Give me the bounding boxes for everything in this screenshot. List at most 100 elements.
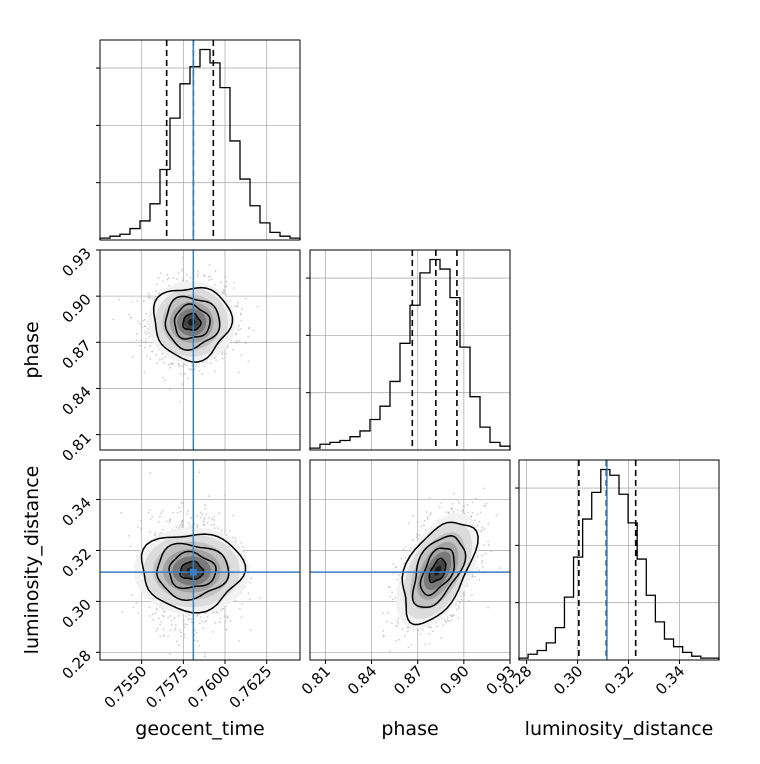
scatter-point — [212, 612, 214, 614]
scatter-point — [155, 354, 158, 356]
scatter-point — [160, 621, 163, 623]
scatter-point — [446, 619, 449, 622]
scatter-point — [215, 359, 218, 361]
scatter-point — [188, 614, 190, 617]
scatter-point — [204, 653, 206, 656]
scatter-point — [466, 503, 469, 506]
scatter-point — [148, 294, 151, 296]
scatter-point — [412, 514, 415, 517]
panel-geocent_time-hist — [96, 39, 301, 241]
scatter-point — [476, 524, 479, 526]
scatter-point — [487, 606, 489, 609]
scatter-point — [199, 622, 201, 625]
scatter-point — [154, 612, 157, 615]
scatter-point — [430, 626, 432, 629]
scatter-point — [204, 621, 206, 624]
scatter-point — [220, 281, 222, 284]
scatter-point — [423, 519, 426, 522]
scatter-point — [195, 631, 198, 634]
scatter-point — [169, 615, 172, 617]
scatter-point — [481, 554, 483, 557]
scatter-point — [471, 501, 474, 504]
scatter-point — [197, 273, 200, 275]
scatter-point — [144, 340, 147, 343]
scatter-point — [181, 365, 184, 367]
panel-content — [310, 460, 510, 660]
scatter-point — [213, 527, 216, 530]
scatter-point — [131, 355, 134, 358]
scatter-point — [232, 514, 235, 517]
panel-geocent_time-vs-phase — [99, 249, 301, 451]
scatter-point — [186, 377, 189, 380]
scatter-point — [196, 275, 199, 278]
scatter-point — [172, 277, 175, 279]
scatter-point — [167, 635, 170, 637]
scatter-point — [156, 362, 158, 364]
scatter-point — [222, 289, 225, 291]
scatter-point — [225, 285, 228, 288]
scatter-point — [173, 617, 176, 620]
scatter-point — [481, 559, 483, 562]
scatter-point — [136, 526, 139, 528]
scatter-point — [184, 626, 186, 629]
scatter-point — [239, 607, 241, 610]
scatter-point — [191, 621, 193, 624]
scatter-point — [170, 624, 173, 626]
scatter-point — [177, 615, 180, 617]
histogram-geocent_time — [99, 48, 301, 240]
x-tick-label: 0.32 — [601, 662, 637, 698]
scatter-point — [447, 512, 450, 514]
x-tick-label: 0.7550 — [101, 662, 151, 712]
scatter-point — [194, 365, 197, 368]
scatter-point — [438, 506, 441, 509]
scatter-point — [176, 278, 178, 281]
scatter-point — [402, 562, 405, 565]
scatter-point — [178, 629, 181, 632]
scatter-point — [158, 359, 161, 361]
contour-line — [428, 557, 447, 584]
x-tick-label: 0.84 — [344, 662, 380, 698]
scatter-point — [428, 496, 431, 499]
scatter-point — [169, 366, 172, 369]
scatter-point — [457, 499, 459, 502]
scatter-point — [155, 607, 158, 610]
contour-line — [156, 542, 230, 602]
scatter-point — [156, 627, 159, 630]
scatter-point — [147, 511, 150, 514]
scatter-point — [223, 615, 226, 618]
scatter-point — [164, 356, 167, 358]
scatter-point — [203, 518, 206, 521]
scatter-point — [409, 547, 412, 549]
scatter-point — [232, 348, 235, 351]
scatter-point — [440, 502, 443, 504]
scatter-point — [461, 509, 464, 512]
scatter-point — [429, 513, 431, 516]
scatter-point — [397, 622, 399, 624]
scatter-point — [207, 495, 210, 497]
scatter-point — [499, 567, 502, 569]
scatter-point — [483, 528, 486, 531]
scatter-point — [436, 625, 438, 628]
panel-background — [310, 250, 510, 450]
scatter-point — [180, 269, 183, 272]
scatter-point — [169, 363, 172, 365]
scatter-point — [149, 531, 152, 534]
scatter-point — [183, 623, 186, 625]
scatter-point — [159, 635, 162, 638]
scatter-point — [445, 511, 448, 513]
scatter-point — [182, 619, 185, 622]
scatter-point — [426, 516, 429, 519]
scatter-point — [190, 368, 193, 371]
scatter-point — [137, 320, 140, 323]
scatter-point — [415, 536, 418, 539]
scatter-point — [213, 370, 216, 373]
scatter-point — [188, 368, 191, 370]
scatter-point — [205, 620, 208, 622]
scatter-point — [456, 509, 459, 511]
scatter-point — [247, 335, 250, 338]
scatter-point — [240, 313, 242, 316]
scatter-point — [131, 301, 134, 304]
density-shade — [187, 318, 196, 326]
scatter-point — [178, 400, 181, 403]
scatter-point — [189, 276, 192, 279]
